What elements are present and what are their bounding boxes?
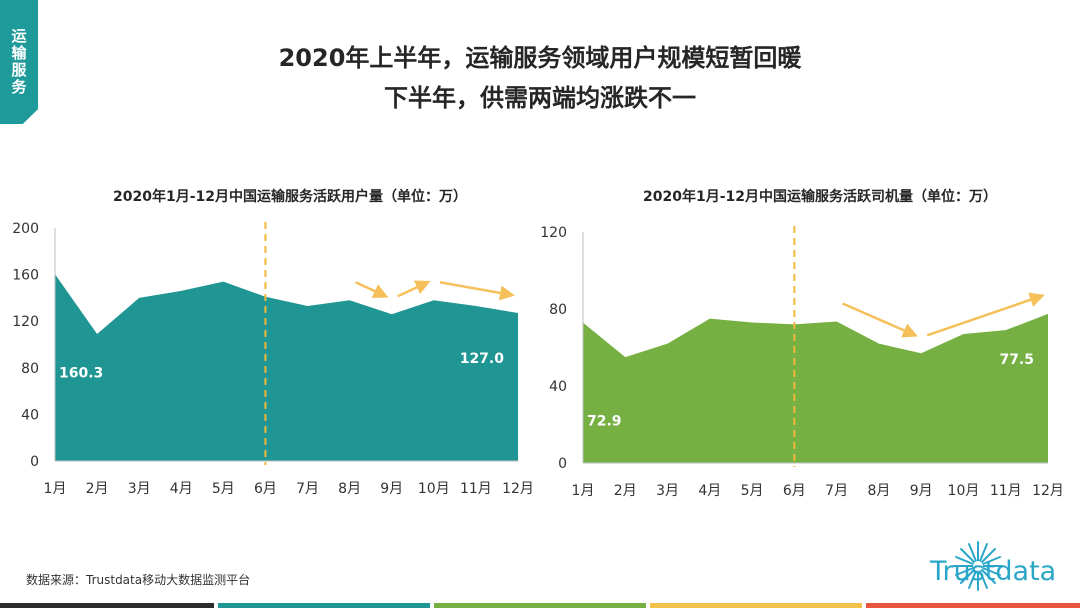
trustdata-logo-text: Trustdata <box>930 556 1057 587</box>
trend-arrow <box>355 281 389 298</box>
trustdata-logo-icon <box>953 541 1003 591</box>
data-label: 160.3 <box>59 365 103 381</box>
bottom-strip-5 <box>866 603 1080 608</box>
x-tick-label: 4月 <box>698 483 721 499</box>
trend-arrow <box>926 292 1045 337</box>
x-tick-label: 7月 <box>296 481 319 497</box>
x-tick-label: 4月 <box>170 481 193 497</box>
y-tick-label: 160 <box>12 268 39 284</box>
right-chart-title: 2020年1月-12月中国运输服务活跃司机量（单位：万） <box>643 189 997 205</box>
x-tick-label: 5月 <box>212 481 235 497</box>
x-tick-label: 9月 <box>910 483 933 499</box>
y-tick-label: 200 <box>12 221 39 237</box>
area-series <box>55 274 518 461</box>
section-tab-char: 服 <box>11 61 27 79</box>
page-title-line-2: 下半年，供需两端均涨跌不一 <box>384 84 696 112</box>
data-label: 72.9 <box>587 414 622 430</box>
data-label: 77.5 <box>999 352 1034 368</box>
trend-arrow <box>439 280 515 301</box>
x-tick-label: 11月 <box>990 483 1022 499</box>
y-tick-label: 80 <box>549 302 567 318</box>
x-tick-label: 8月 <box>338 481 361 497</box>
x-tick-label: 6月 <box>783 483 806 499</box>
x-tick-label: 8月 <box>867 483 890 499</box>
x-tick-label: 6月 <box>254 481 277 497</box>
y-tick-label: 80 <box>21 361 39 377</box>
x-tick-label: 2月 <box>614 483 637 499</box>
page-title-line-1: 2020年上半年，运输服务领域用户规模短暂回暖 <box>278 44 802 72</box>
x-tick-label: 12月 <box>1032 483 1064 499</box>
left-chart-title: 2020年1月-12月中国运输服务活跃用户量（单位：万） <box>113 189 467 205</box>
x-tick-label: 1月 <box>572 483 595 499</box>
x-tick-label: 5月 <box>741 483 764 499</box>
y-tick-label: 120 <box>540 225 567 241</box>
x-tick-label: 12月 <box>502 481 534 497</box>
x-tick-label: 2月 <box>86 481 109 497</box>
bottom-strip-4 <box>650 603 862 608</box>
users-area-chart: 0 40 80 120 160 200 1月 2月 3月 4月 5月 6月 7月 8月 9月 10月 11月 12… <box>12 221 534 497</box>
trend-arrow <box>842 302 918 338</box>
drivers-area-chart: 0 40 80 120 1月 2月 3月 4月 5月 6月 7月 8月 9月 10月 11月 12月 72.9 7… <box>540 225 1064 499</box>
section-tab: 运 输 服 务 <box>0 0 38 124</box>
y-tick-label: 40 <box>549 379 567 395</box>
y-tick-label: 40 <box>21 407 39 423</box>
bottom-strip-2 <box>218 603 430 608</box>
bottom-strip-1 <box>0 603 214 608</box>
bottom-strip-3 <box>434 603 646 608</box>
x-tick-label: 3月 <box>128 481 151 497</box>
data-label: 127.0 <box>460 351 505 367</box>
section-tab-char: 运 <box>11 27 27 45</box>
x-tick-label: 10月 <box>948 483 980 499</box>
x-tick-label: 11月 <box>460 481 492 497</box>
x-tick-label: 10月 <box>418 481 450 497</box>
x-tick-label: 1月 <box>44 481 67 497</box>
y-tick-label: 0 <box>558 456 567 472</box>
y-tick-label: 0 <box>30 454 39 470</box>
section-tab-char: 务 <box>11 78 27 96</box>
data-source: 数据来源：Trustdata移动大数据监测平台 <box>26 573 251 587</box>
area-series <box>583 313 1048 463</box>
x-tick-label: 7月 <box>825 483 848 499</box>
trend-arrow <box>397 280 431 298</box>
y-tick-label: 120 <box>12 314 39 330</box>
section-tab-char: 输 <box>11 44 27 62</box>
x-tick-label: 9月 <box>380 481 403 497</box>
x-tick-label: 3月 <box>656 483 679 499</box>
